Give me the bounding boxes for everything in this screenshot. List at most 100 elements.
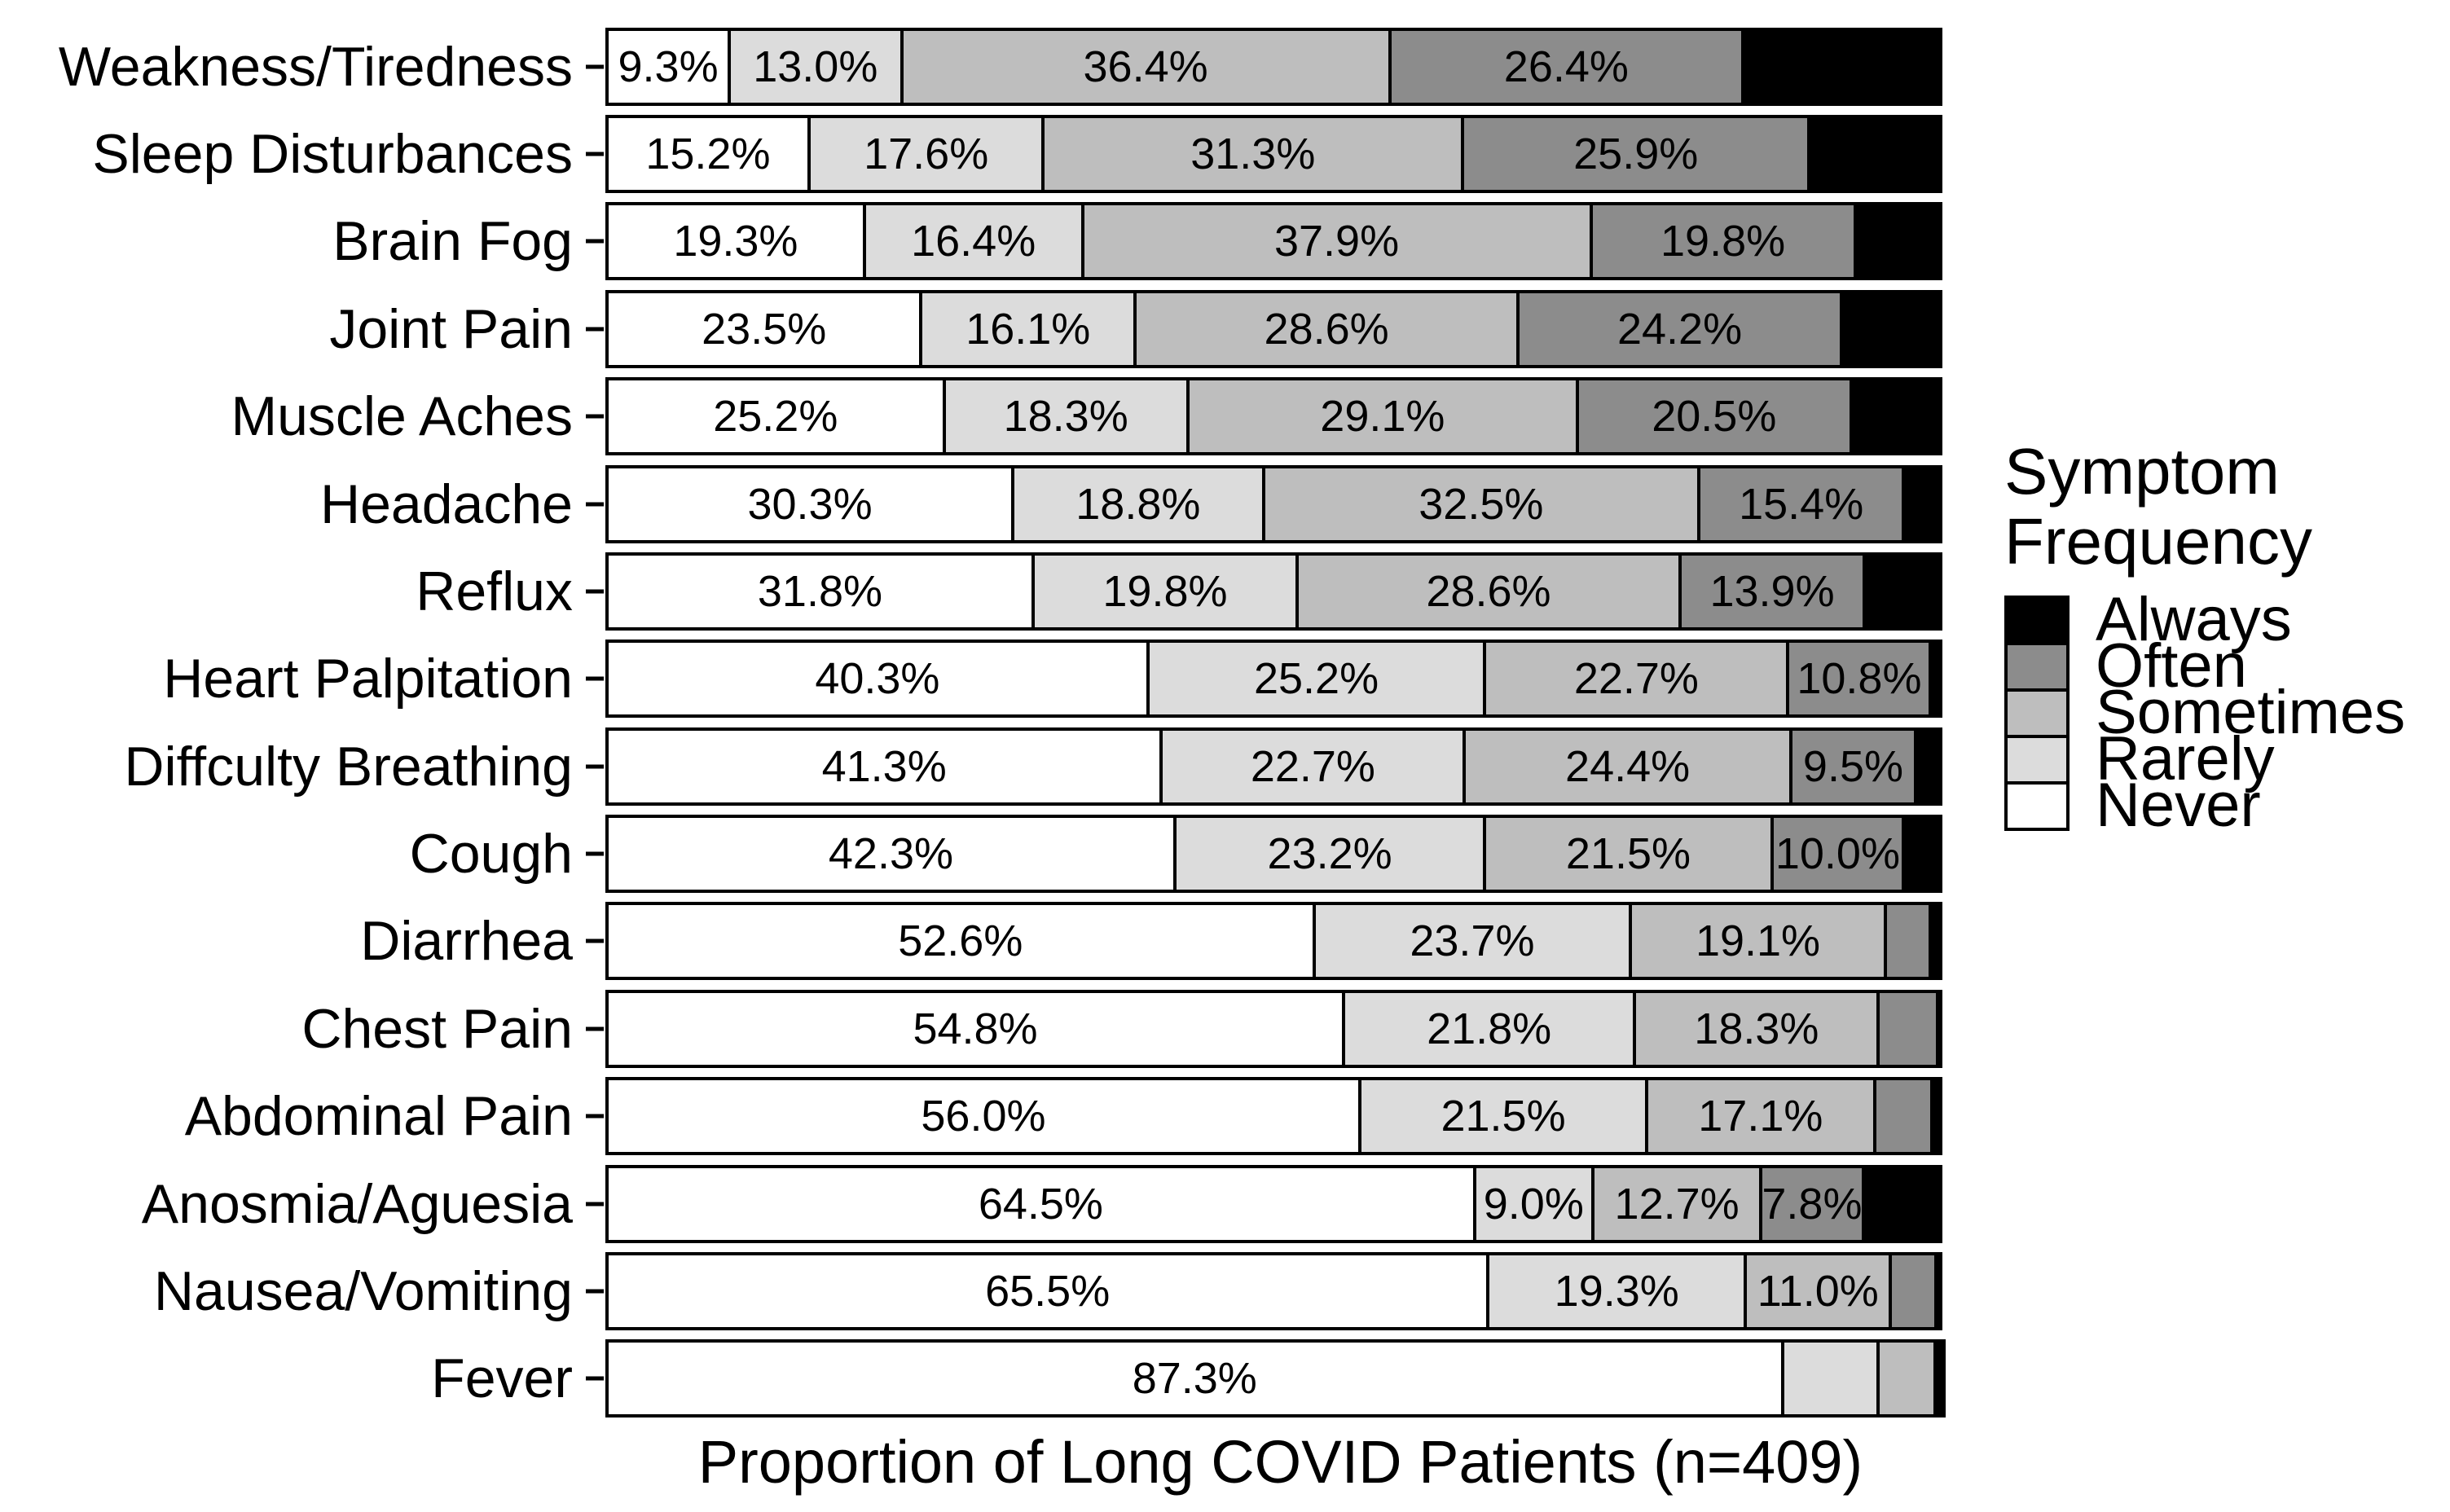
bar-segment-always (1849, 377, 1942, 456)
bar-segment-value-label: 21.8% (1427, 1004, 1552, 1053)
bar-segment-always (1902, 815, 1942, 894)
legend-items: Always Often Sometimes Rarely Never (2004, 589, 2450, 837)
bar-row: 19.3% 16.4% 37.9% 19.8% (605, 202, 1955, 281)
bar-segment-sometimes: 24.4% (1463, 727, 1792, 806)
bar-slot: 54.8% 21.8% 18.3% (605, 985, 1955, 1072)
bar-segment-always (1929, 902, 1942, 981)
bar-segment-value-label: 26.4% (1503, 42, 1629, 91)
bar-segment-value-label: 10.8% (1797, 654, 1922, 704)
bar-segment-value-label: 19.3% (673, 217, 798, 266)
bar-segment-never: 30.3% (605, 464, 1015, 543)
bar-segment-often (1872, 1077, 1934, 1156)
y-axis-slot: Diarrhea (0, 898, 605, 985)
bar-segment-rarely: 18.3% (942, 377, 1190, 456)
y-axis-label: Abdominal Pain (184, 1085, 573, 1148)
legend-swatch-never (2004, 780, 2070, 831)
legend-label: Rarely (2096, 724, 2275, 794)
bar-segment-value-label: 64.5% (978, 1179, 1103, 1228)
bar-segment-always (1902, 464, 1942, 543)
bar-slot: 42.3% 23.2% 21.5% 10.0% (605, 810, 1955, 897)
tick-mark (586, 1376, 604, 1381)
bar-segment-value-label: 42.3% (828, 829, 954, 879)
bar-segment-value-label: 24.4% (1565, 741, 1691, 791)
y-axis-label: Diarrhea (360, 910, 573, 973)
bar-segment-value-label: 18.3% (1003, 392, 1128, 442)
y-axis-label: Joint Pain (329, 297, 573, 360)
tick-mark (586, 1026, 604, 1031)
bar-slot: 9.3% 13.0% 36.4% 26.4% (605, 23, 1955, 110)
tick-mark (586, 152, 604, 156)
bar-segment-sometimes: 29.1% (1185, 377, 1579, 456)
bar-segment-value-label: 19.8% (1660, 217, 1786, 266)
bar-segment-value-label: 41.3% (821, 741, 947, 791)
bar-segment-value-label: 9.5% (1802, 741, 1903, 791)
bar-segment-value-label: 21.5% (1565, 829, 1691, 879)
bar-segment-never: 19.3% (605, 202, 866, 281)
bar-segment-rarely (1780, 1339, 1880, 1418)
legend-label: Never (2096, 771, 2261, 841)
bar-segment-often: 15.4% (1697, 464, 1906, 543)
bar-segment-often: 10.8% (1786, 640, 1933, 719)
y-axis-slot: Reflux (0, 547, 605, 635)
bar-segment-value-label: 20.5% (1652, 392, 1777, 442)
y-axis-slot: Joint Pain (0, 285, 605, 372)
y-axis-label: Weakness/Tiredness (58, 35, 573, 98)
tick-mark (586, 1289, 604, 1294)
bar-row: 41.3% 22.7% 24.4% 9.5% (605, 727, 1955, 806)
y-axis-slot: Chest Pain (0, 985, 605, 1072)
bar-segment-rarely: 23.7% (1312, 902, 1633, 981)
bar-segment-value-label: 52.6% (898, 916, 1023, 966)
bar-segment-value-label: 22.7% (1250, 741, 1375, 791)
bar-slot: 15.2% 17.6% 31.3% 25.9% (605, 110, 1955, 197)
bar-segment-always (1929, 640, 1942, 719)
bar-row: 56.0% 21.5% 17.1% (605, 1077, 1955, 1156)
bar-segment-never: 40.3% (605, 640, 1150, 719)
bar-segment-often: 25.9% (1461, 115, 1811, 194)
y-axis-slot: Diffculty Breathing (0, 723, 605, 810)
bar-segment-never: 65.5% (605, 1251, 1490, 1330)
bar-segment-rarely: 13.0% (728, 27, 904, 106)
bar-segment-value-label: 22.7% (1573, 654, 1699, 704)
tick-mark (586, 64, 604, 69)
bar-segment-value-label: 25.9% (1573, 130, 1699, 179)
tick-mark (586, 676, 604, 681)
bar-segment-sometimes: 28.6% (1133, 289, 1520, 368)
bar-segment-value-label: 40.3% (815, 654, 940, 704)
bar-segment-sometimes (1876, 1339, 1938, 1418)
plot-area: 9.3% 13.0% 36.4% 26.4% 15.2% 17.6% 31.3% 25.9% 1… (605, 23, 1955, 1422)
bar-segment-value-label: 32.5% (1419, 479, 1544, 529)
bar-segment-always (1807, 115, 1942, 194)
y-axis-slot: Headache (0, 460, 605, 547)
bar-segment-sometimes: 17.1% (1645, 1077, 1876, 1156)
bar-segment-never: 31.8% (605, 552, 1035, 631)
bar-row: 23.5% 16.1% 28.6% 24.2% (605, 289, 1955, 368)
tick-mark (586, 1114, 604, 1119)
bar-row: 64.5% 9.0% 12.7% 7.8% (605, 1164, 1955, 1243)
bar-segment-never: 52.6% (605, 902, 1316, 981)
legend-label: Always (2096, 585, 2292, 655)
bar-row: 9.3% 13.0% 36.4% 26.4% (605, 27, 1955, 106)
legend-label: Sometimes (2096, 678, 2406, 748)
bar-slot: 23.5% 16.1% 28.6% 24.2% (605, 285, 1955, 372)
bar-segment-value-label: 24.2% (1616, 304, 1743, 354)
bar-segment-value-label: 23.5% (702, 304, 827, 354)
y-axis-slot: Cough (0, 810, 605, 897)
bar-segment-sometimes: 21.5% (1483, 815, 1774, 894)
bar-segment-never: 23.5% (605, 289, 923, 368)
bar-slot: 41.3% 22.7% 24.4% 9.5% (605, 723, 1955, 810)
bar-segment-always (1861, 1164, 1942, 1243)
bar-segment-value-label: 7.8% (1762, 1179, 1863, 1228)
bar-segment-sometimes: 19.1% (1629, 902, 1887, 981)
x-axis-title: Proportion of Long COVID Patients (n=409… (697, 1428, 1863, 1496)
bar-row: 54.8% 21.8% 18.3% (605, 989, 1955, 1068)
legend-entry-rarely: Rarely (2004, 728, 2450, 790)
legend-label: Often (2096, 631, 2247, 701)
bar-segment-rarely: 16.1% (919, 289, 1137, 368)
bar-segment-rarely: 23.2% (1172, 815, 1487, 894)
bar-slot: 52.6% 23.7% 19.1% (605, 898, 1955, 985)
bar-segment-value-label: 36.4% (1083, 42, 1208, 91)
bar-segment-rarely: 16.4% (862, 202, 1084, 281)
y-axis-slot: Muscle Aches (0, 373, 605, 460)
legend-entry-always: Always (2004, 589, 2450, 651)
bar-segment-always (1934, 1251, 1942, 1330)
